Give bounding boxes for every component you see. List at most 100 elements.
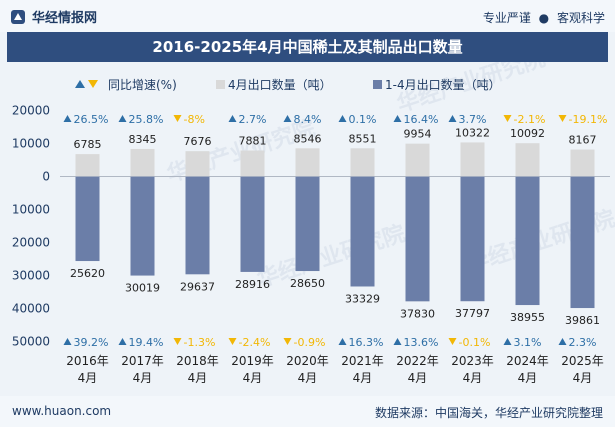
- april-value-label: 7881: [239, 134, 267, 147]
- ytd-value-label: 30019: [125, 282, 160, 295]
- april-growth-label: 0.1%: [338, 113, 377, 126]
- ytd-growth-label-down-icon: [228, 338, 237, 345]
- tagline-right: 客观科学: [556, 11, 605, 25]
- legend-ytd-label: 1-4月出口数量（吨）: [385, 77, 501, 92]
- category-label-year: 2025年: [561, 354, 604, 368]
- ytd-value-label: 29637: [180, 280, 215, 293]
- ytd-bar: [75, 176, 100, 262]
- april-value-label: 8546: [294, 132, 322, 145]
- april-bar: [240, 150, 265, 177]
- april-growth-label-text: 26.5%: [74, 113, 109, 126]
- april-bar: [75, 154, 100, 177]
- april-value-label: 10092: [510, 127, 545, 140]
- legend-up-triangle-icon: [75, 80, 85, 88]
- ytd-value-label: 38955: [510, 311, 545, 324]
- category-label-month: 4月: [353, 371, 373, 385]
- category-label-month: 4月: [518, 371, 538, 385]
- april-bar: [460, 142, 485, 177]
- y-tick-label: 20000: [12, 236, 50, 250]
- april-bar: [130, 148, 155, 177]
- category-label-month: 4月: [188, 371, 208, 385]
- y-tick-label: 50000: [12, 335, 50, 349]
- april-growth-label: -2.1%: [503, 113, 546, 126]
- april-growth-label: 25.8%: [118, 113, 163, 126]
- ytd-bar: [460, 176, 485, 302]
- category-label-year: 2022年: [396, 354, 439, 368]
- april-growth-label-text: -19.1%: [569, 113, 608, 126]
- tagline-left: 专业严谨: [482, 11, 531, 25]
- april-bar: [295, 148, 320, 177]
- ytd-growth-label-down-icon: [448, 338, 457, 345]
- legend-ytd-swatch: [373, 80, 382, 89]
- ytd-growth-label: 2.3%: [558, 336, 597, 349]
- ytd-growth-label-up-icon: [118, 338, 127, 345]
- april-bar: [350, 148, 375, 177]
- ytd-growth-label-text: -2.4%: [239, 336, 271, 349]
- april-growth-label-text: -2.1%: [514, 113, 546, 126]
- ytd-growth-label-up-icon: [393, 338, 402, 345]
- ytd-growth-label-text: 2.3%: [569, 336, 597, 349]
- ytd-value-label: 28916: [235, 278, 270, 291]
- ytd-growth-label: -0.1%: [448, 336, 490, 349]
- category-label-month: 4月: [408, 371, 428, 385]
- category-label-month: 4月: [133, 371, 153, 385]
- ytd-growth-label-text: -0.9%: [294, 336, 326, 349]
- april-growth-label-text: 16.4%: [404, 113, 439, 126]
- chart: 华经产业研究院华经产业研究院华经产业研究院华经产业研究院同比增速(%)4月出口数…: [12, 62, 615, 385]
- watermark-2: 华经产业研究院: [254, 220, 409, 292]
- april-value-label: 8345: [129, 133, 157, 146]
- y-tick-label: 10000: [12, 203, 50, 217]
- brand-name: 华经情报网: [32, 11, 98, 26]
- ytd-bar: [130, 176, 155, 276]
- april-growth-label-down-icon: [173, 115, 182, 122]
- ytd-growth-label-down-icon: [173, 338, 182, 345]
- category-label-year: 2020年: [286, 354, 329, 368]
- ytd-bar: [350, 176, 375, 287]
- april-growth-label-up-icon: [228, 115, 237, 122]
- april-growth-label-text: 0.1%: [349, 113, 377, 126]
- ytd-value-label: 39861: [565, 314, 600, 327]
- chart-title: 2016-2025年4月中国稀土及其制品出口数量: [7, 32, 608, 62]
- top-bar: 华经情报网 专业严谨 ● 客观科学: [0, 0, 615, 32]
- y-tick-label: 40000: [12, 302, 50, 316]
- ytd-bar: [185, 176, 210, 275]
- y-tick-label: 20000: [12, 104, 50, 118]
- ytd-growth-label: 39.2%: [63, 336, 108, 349]
- april-bar: [515, 143, 540, 177]
- category-label-month: 4月: [243, 371, 263, 385]
- category-label-month: 4月: [463, 371, 483, 385]
- category-label-year: 2016年: [66, 354, 109, 368]
- ytd-value-label: 37830: [400, 307, 435, 320]
- ytd-growth-label: 16.3%: [338, 336, 383, 349]
- april-bar: [185, 151, 210, 177]
- category-label-year: 2018年: [176, 354, 219, 368]
- y-tick-label: 30000: [12, 269, 50, 283]
- april-bar: [570, 149, 595, 177]
- ytd-growth-label: 19.4%: [118, 336, 163, 349]
- category-label-month: 4月: [78, 371, 98, 385]
- ytd-value-label: 25620: [70, 267, 105, 280]
- april-bar: [405, 143, 430, 177]
- site-url[interactable]: www.huaon.com: [12, 404, 112, 418]
- category-label-year: 2017年: [121, 354, 164, 368]
- category-label-year: 2021年: [341, 354, 384, 368]
- april-growth-label-down-icon: [558, 115, 567, 122]
- april-growth-label-up-icon: [338, 115, 347, 122]
- ytd-bar: [240, 176, 265, 272]
- legend-april-label: 4月出口数量（吨）: [228, 77, 332, 92]
- y-tick-label: 10000: [12, 137, 50, 151]
- ytd-value-label: 28650: [290, 277, 325, 290]
- april-growth-label-text: 8.4%: [294, 113, 322, 126]
- ytd-bar: [570, 176, 595, 309]
- ytd-bar: [515, 176, 540, 306]
- ytd-growth-label: 3.1%: [503, 336, 542, 349]
- ytd-growth-label-text: -1.3%: [184, 336, 216, 349]
- ytd-growth-label-up-icon: [338, 338, 347, 345]
- ytd-growth-label-text: 3.1%: [514, 336, 542, 349]
- april-value-label: 6785: [74, 138, 102, 151]
- category-label-year: 2024年: [506, 354, 549, 368]
- april-growth-label: -19.1%: [558, 113, 608, 126]
- ytd-growth-label: -1.3%: [173, 336, 216, 349]
- tagline-separator: ●: [538, 11, 550, 25]
- april-growth-label: 3.7%: [448, 113, 486, 126]
